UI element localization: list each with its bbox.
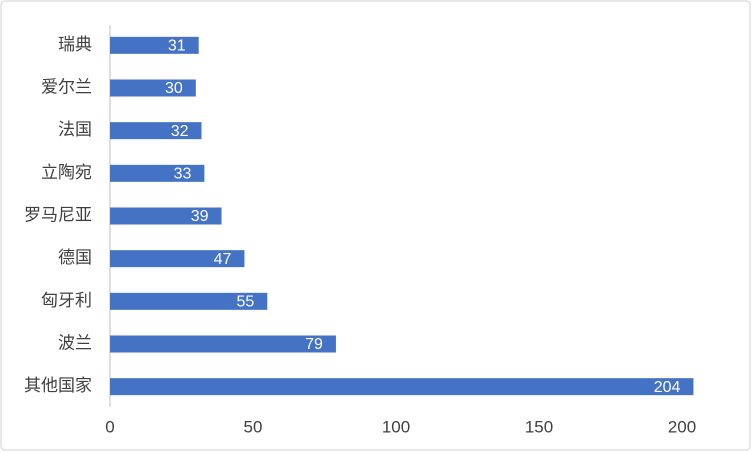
bar: [110, 164, 205, 182]
y-tick-label: 其他国家: [24, 376, 92, 395]
y-tick-label: 罗马尼亚: [24, 205, 92, 224]
bar: [110, 335, 336, 353]
bar: [110, 122, 202, 140]
bar: [110, 207, 222, 225]
x-tick-label: 0: [105, 417, 114, 436]
y-tick-label: 匈牙利: [41, 291, 92, 310]
y-tick-label: 波兰: [58, 333, 92, 352]
bar: [110, 250, 245, 268]
value-label: 47: [214, 251, 232, 268]
y-tick-label: 立陶宛: [41, 163, 92, 182]
value-label: 39: [191, 208, 209, 225]
value-label: 32: [171, 123, 189, 140]
y-tick-label: 爱尔兰: [41, 77, 92, 96]
value-label: 33: [174, 166, 192, 183]
x-tick-label: 100: [382, 417, 410, 436]
bar: [110, 36, 199, 54]
value-label: 204: [654, 379, 681, 396]
bar: [110, 378, 694, 396]
x-tick-label: 200: [668, 417, 696, 436]
y-tick-label: 德国: [58, 248, 92, 267]
value-label: 30: [165, 80, 183, 97]
x-tick-label: 150: [525, 417, 553, 436]
bar: [110, 79, 196, 97]
bar: [110, 292, 268, 310]
value-label: 31: [168, 38, 186, 55]
value-label: 55: [237, 294, 255, 311]
value-label: 79: [305, 336, 323, 353]
x-tick-label: 50: [244, 417, 263, 436]
y-tick-label: 瑞典: [58, 35, 92, 54]
y-tick-label: 法国: [58, 120, 92, 139]
